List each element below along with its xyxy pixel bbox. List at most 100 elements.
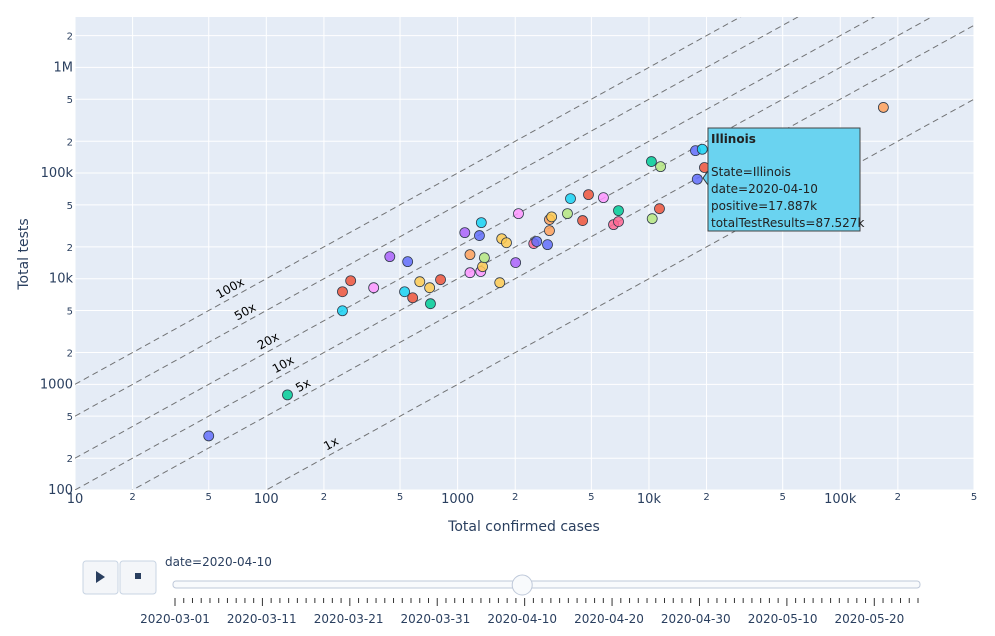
ratio-line (75, 17, 742, 385)
x-tick-label: 100k (824, 492, 857, 507)
point (425, 298, 436, 310)
y-tick-label: 100 (48, 483, 73, 498)
slider-label: 2020-04-10 (487, 612, 557, 626)
stop-icon (135, 573, 141, 579)
tooltip-line: positive=17.887k (711, 199, 817, 213)
y-tick-label: 1M (54, 60, 74, 75)
y-tick-label: 100k (41, 166, 74, 181)
point (613, 205, 624, 217)
x-tick-label: 1000 (441, 492, 474, 507)
y-tick-label: 2 (67, 349, 73, 360)
point (478, 252, 490, 264)
ratio-line (75, 17, 875, 459)
point (424, 282, 436, 294)
point (402, 256, 414, 268)
tooltip: Illinois State=Illinois date=2020-04-10 … (702, 127, 864, 232)
x-tick-label: 100 (254, 492, 279, 507)
y-tick-label: 10k (49, 272, 74, 287)
y-axis-title: Total tests (16, 218, 32, 290)
point (562, 208, 573, 220)
slider-label: 2020-05-20 (835, 612, 905, 626)
point (474, 230, 485, 241)
y-tick-label: 5 (67, 201, 73, 212)
x-tick-label: 2 (321, 492, 327, 503)
play-button[interactable] (82, 560, 119, 595)
tooltip-box (707, 127, 861, 232)
point (583, 189, 594, 201)
stop-button[interactable] (119, 560, 157, 595)
point (655, 161, 666, 173)
slider-label: 2020-04-20 (574, 612, 644, 626)
slider-value: 2020-04-10 (202, 555, 272, 569)
point (459, 227, 471, 239)
point (542, 239, 553, 251)
point (494, 277, 506, 289)
play-icon (96, 571, 105, 583)
slider-label: 2020-03-11 (227, 612, 297, 626)
point (646, 156, 657, 167)
point (399, 286, 410, 298)
slider-label: 2020-05-10 (748, 612, 818, 626)
point (464, 267, 476, 279)
point (501, 237, 512, 249)
x-tick-label: 2 (129, 492, 135, 503)
slider-label: 2020-03-01 (140, 612, 210, 626)
x-tick-label: 5 (588, 492, 594, 503)
point (282, 389, 293, 401)
y-tick-label: 5 (67, 95, 73, 106)
point (877, 102, 889, 113)
y-tick-label: 2 (67, 454, 73, 465)
ratio-line (75, 17, 933, 490)
point (337, 305, 348, 317)
x-tick-label: 2 (703, 492, 709, 503)
point (654, 203, 665, 215)
slider-label: 2020-03-21 (314, 612, 384, 626)
slider-handle[interactable] (511, 574, 533, 596)
ratio-label: 1x (321, 434, 341, 453)
ratio-label: 5x (293, 376, 313, 395)
tooltip-title: Illinois (711, 132, 756, 146)
slider-label: 2020-03-31 (401, 612, 471, 626)
slider-prefix: date= (165, 555, 202, 569)
point (464, 249, 476, 261)
point (598, 192, 609, 204)
y-tick-label: 1000 (40, 377, 73, 392)
point (384, 251, 396, 263)
x-axis-title: Total confirmed cases (447, 519, 600, 535)
point (613, 216, 624, 228)
y-tick-label: 5 (67, 307, 73, 318)
point (646, 213, 658, 225)
x-tick-label: 10 (67, 492, 84, 507)
point (544, 225, 555, 237)
tooltip-line: totalTestResults=87.527k (711, 216, 864, 230)
point (510, 257, 522, 269)
point (407, 292, 419, 304)
point (513, 208, 524, 220)
point (691, 173, 703, 185)
point (345, 275, 357, 287)
point (565, 193, 576, 205)
point (475, 217, 487, 229)
point (696, 143, 708, 155)
x-tick-label: 5 (779, 492, 785, 503)
y-tick-label: 2 (67, 137, 73, 148)
slider-label: 2020-04-30 (661, 612, 731, 626)
point (337, 286, 348, 298)
tooltip-line: State=Illinois (711, 165, 791, 179)
y-tick-label: 2 (67, 243, 73, 254)
slider-track[interactable] (172, 580, 921, 589)
ratio-line (131, 24, 974, 490)
point (531, 236, 543, 247)
tooltip-line: date=2020-04-10 (711, 182, 818, 196)
x-tick-label: 5 (397, 492, 403, 503)
x-tick-label: 2 (895, 492, 901, 503)
plot-area (75, 17, 974, 490)
x-tick-label: 2 (512, 492, 518, 503)
point (368, 282, 380, 294)
ratio-line (75, 17, 799, 417)
y-tick-label: 5 (67, 412, 73, 423)
x-tick-label: 5 (206, 492, 212, 503)
slider-current: date=2020-04-10 (165, 555, 272, 569)
point (203, 430, 215, 442)
